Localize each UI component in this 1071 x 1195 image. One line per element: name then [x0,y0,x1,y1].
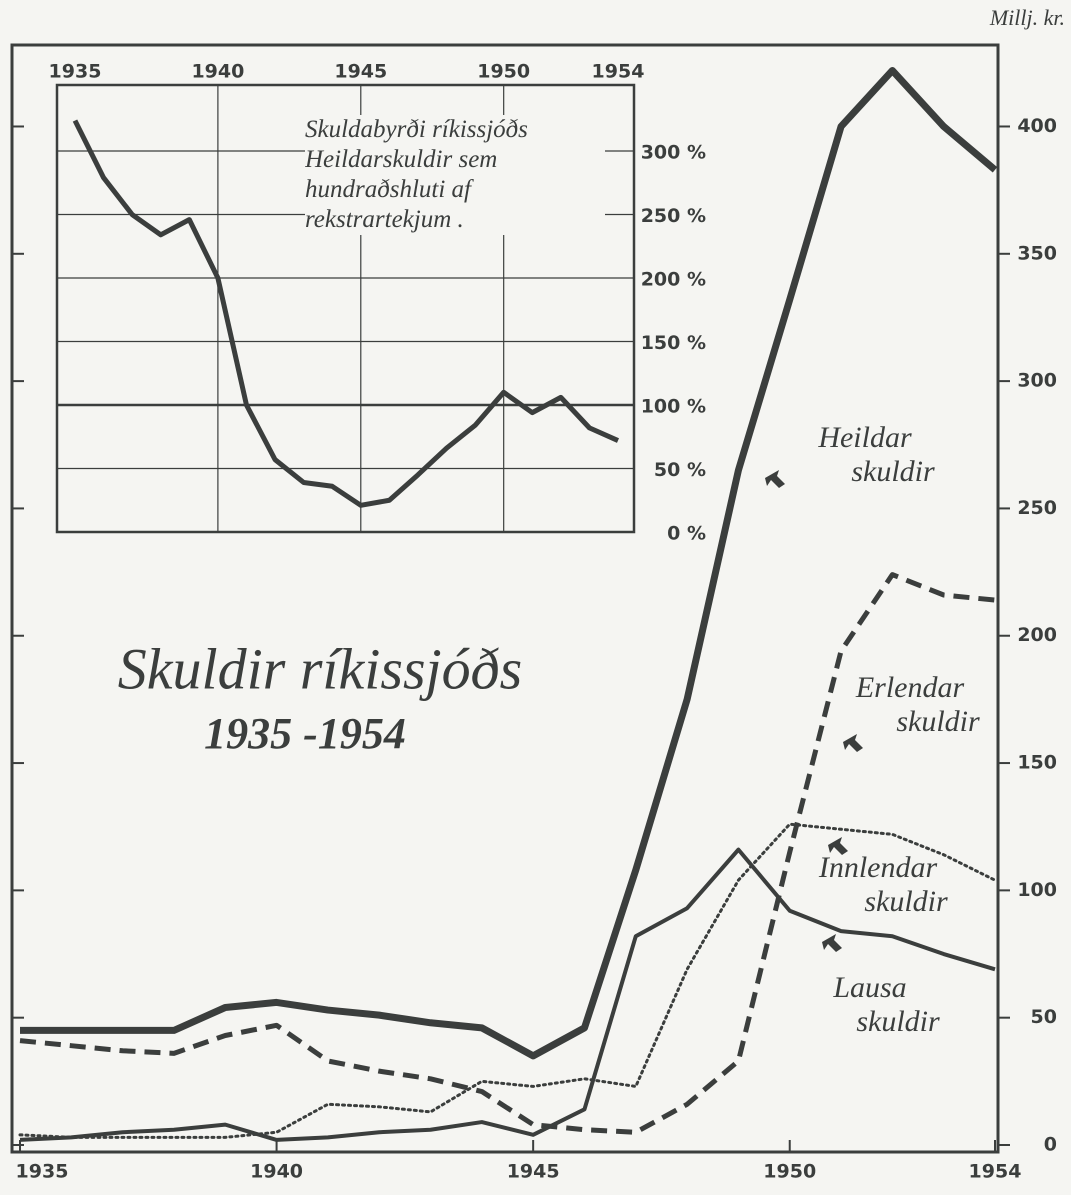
series-label-line: Innlendar [818,851,938,884]
series-line [19,572,996,1135]
y-tick-label: 0 % [667,523,706,545]
series-line [19,847,996,1142]
series-line [20,66,998,1060]
main-frame [10,43,1000,1154]
series-arrow [765,470,785,488]
x-tick-label: 1935 [49,61,102,83]
x-tick-label: 1945 [507,1161,560,1183]
inset-title-box: Skuldabyrði ríkissjóðs Heildarskuldir se… [305,115,605,235]
x-tick-label: 1954 [969,1161,1022,1183]
series-arrow [843,734,863,752]
y-tick-label: 350 [1017,242,1057,264]
series-label: Heildar skuldir [817,421,935,488]
y-tick-label: 100 % [641,396,706,418]
y-tick-label: 100 [1017,879,1057,901]
x-tick-label: 1935 [16,1161,69,1183]
series-line [72,119,620,508]
series-label-line: Heildar [817,421,912,454]
x-tick-label: 1950 [763,1161,816,1183]
x-tick-label: 1940 [191,61,244,83]
y-tick-label: 50 [1031,1006,1057,1028]
series-label-line: skuldir [864,885,948,918]
y-tick-label: 150 [1017,752,1057,774]
x-tick-label: 1950 [477,61,530,83]
chart-subtitle: 1935 -1954 [204,709,406,758]
series-label: Erlendar skuldir [855,671,980,738]
y-tick-label: 250 [1017,497,1057,519]
unit-label: Millj. kr. [989,5,1065,30]
series-label: Innlendar skuldir [818,851,948,918]
x-tick-label: 1954 [592,61,645,83]
series-arrow [822,934,842,952]
series-label-line: skuldir [851,455,935,488]
x-tick-label: 1940 [250,1161,303,1183]
inset: 0 % 50 % 100 % 150 % 200 % 250 % 300 % 1935 1940… [49,61,706,545]
series-label-line: skuldir [856,1005,940,1038]
inset-title: Skuldabyrði ríkissjóðs Heildarskuldir se… [305,115,605,235]
chart-title: Skuldir ríkissjóðs [118,636,522,701]
series-line [18,822,997,1139]
y-tick-label: 200 [1017,624,1057,646]
y-tick-label: 300 [1017,370,1057,392]
y-tick-label: 400 [1017,115,1057,137]
series-label-line: Lausa [832,971,906,1004]
y-tick-label: 250 % [641,205,706,227]
series-label: Lausa skuldir [832,971,940,1038]
y-tick-label: 300 % [641,142,706,164]
y-tick-label: 200 % [641,269,706,291]
x-tick-label: 1945 [334,61,387,83]
series-label-line: skuldir [896,705,980,738]
y-tick-label: 50 % [654,459,706,481]
y-tick-label: 0 [1044,1134,1057,1156]
y-tick-label: 150 % [641,332,706,354]
series-arrow [828,837,848,855]
series-label-line: Erlendar [855,671,965,704]
